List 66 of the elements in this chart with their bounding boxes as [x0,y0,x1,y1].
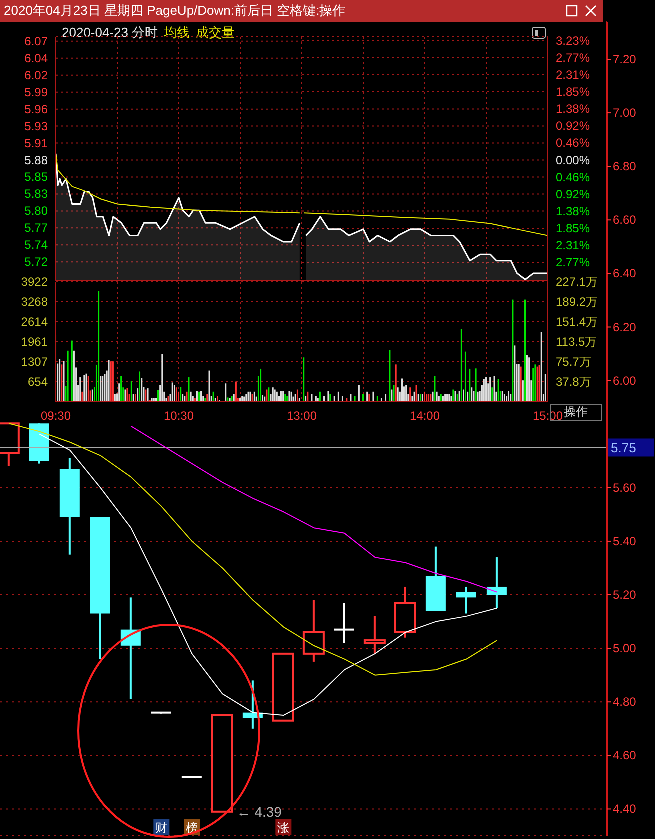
y-tick-label: 6.07 [24,34,48,48]
y-tick-label: 5.93 [24,119,48,134]
y-tick-label: 3922 [21,275,48,289]
y-tick-label: 7.00 [613,106,637,120]
y2-tick-label: 0.00% [556,153,590,168]
y-tick-label: 1307 [21,355,48,369]
ref-line-label: 5.75 [611,440,636,456]
text: 操作 [564,405,588,419]
y-tick-label: 5.72 [24,255,48,270]
y-tick-label: 5.88 [24,153,48,168]
y2-tick-label: 151.4万 [556,315,598,329]
y2-tick-label: 0.92% [556,119,590,134]
y2-tick-label: 189.2万 [556,295,598,309]
y2-tick-label: 2.77% [556,256,590,270]
y2-tick-label: 2.77% [556,50,590,65]
y-tick-label: 5.40 [613,534,637,548]
y2-tick-label: 75.7万 [556,355,592,369]
y2-tick-label: 2.31% [556,238,590,253]
y-tick-label: 5.99 [24,85,48,100]
text: 均线 [164,25,190,40]
y2-tick-label: 227.1万 [556,275,598,289]
y-tick-label: 1961 [21,335,48,349]
y-tick-label: 4.40 [613,802,637,816]
x-tick-label: 10:30 [164,409,194,423]
y2-tick-label: 0.46% [556,170,590,184]
chart-subtitle: 2020-04-23 分时 [62,25,158,40]
x-tick-label: 14:00 [410,409,440,423]
y-tick-label: 6.04 [24,51,48,66]
annotation: 涨 [278,821,290,835]
y-tick-label: 5.00 [613,642,637,656]
y-tick-label: 5.85 [24,170,48,184]
y-tick-label: 6.80 [613,160,637,174]
x-tick-label: 09:30 [40,409,72,423]
y2-tick-label: 1.85% [556,84,590,99]
y2-tick-label: 1.85% [556,222,590,236]
y2-tick-label: 1.38% [556,102,590,116]
y-tick-label: 5.91 [24,136,48,150]
y-tick-label: 5.77 [24,221,48,236]
y-tick-label: 5.60 [613,480,637,495]
y-tick-label: 4.80 [613,695,637,710]
y-tick-label: 6.20 [613,320,637,334]
y2-tick-label: 0.92% [556,187,590,202]
annotation: 财 [156,821,168,835]
y-tick-label: 5.83 [24,187,48,202]
y2-tick-label: 0.46% [556,136,590,150]
y2-tick-label: 1.38% [556,204,590,218]
y-tick-label: 5.80 [24,204,48,218]
y-tick-label: 3268 [21,295,48,309]
y-tick-label: 5.74 [24,238,48,252]
annotation: ← 4.39 [236,804,282,820]
y2-tick-label: 113.5万 [556,335,598,349]
y2-tick-label: 37.8万 [556,375,592,389]
y-tick-label: 5.20 [613,588,637,602]
y-tick-label: 4.60 [613,748,637,763]
x-tick-label: 13:00 [286,409,318,423]
y-tick-label: 654 [28,375,48,389]
y-tick-label: 5.96 [24,102,48,116]
y2-tick-label: 3.23% [556,34,590,48]
y-tick-label: 2614 [21,315,48,330]
y-tick-label: 6.00 [613,374,637,388]
y-tick-label: 6.60 [613,213,637,228]
y-tick-label: 6.02 [24,68,48,82]
chart-title: 2020年04月23日 星期四 PageUp/Down:前后日 空格键:操作 [4,2,346,20]
y2-tick-label: 2.31% [556,68,590,82]
y-tick-label: 7.20 [613,52,637,66]
y-tick-label: 6.40 [613,266,637,281]
